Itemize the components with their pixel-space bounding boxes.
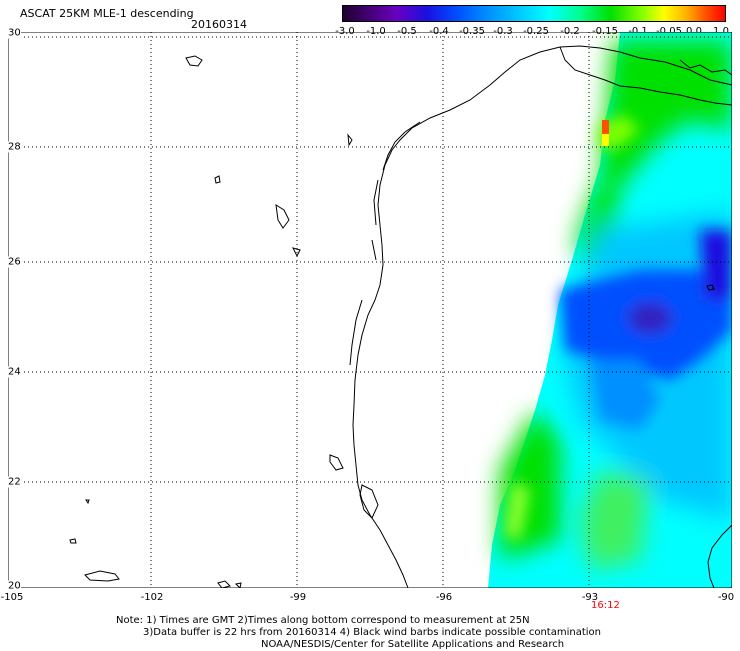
note-line-2: 3)Data buffer is 22 hrs from 20160314 4)… — [143, 627, 601, 638]
map-panel — [8, 32, 732, 588]
dark-blue-center — [628, 302, 672, 334]
green-south — [580, 470, 650, 570]
map-date: 20160314 — [191, 18, 247, 31]
island-2 — [214, 175, 221, 184]
lat-label: 20 — [8, 580, 21, 592]
lon-label: -102 — [140, 592, 164, 603]
island-11 — [217, 580, 231, 588]
orange-pixel — [602, 120, 609, 134]
graticule — [8, 32, 732, 588]
lon-label: -93 — [581, 592, 599, 603]
lon-label: -96 — [435, 592, 453, 603]
map-title: ASCAT 25KM MLE-1 descending — [20, 7, 194, 20]
island-10 — [84, 570, 120, 582]
note-line-1: Note: 1) Times are GMT 2)Times along bot… — [116, 615, 530, 626]
wind-swath — [488, 32, 732, 588]
island-12 — [234, 582, 242, 588]
lat-label: 24 — [8, 366, 21, 378]
island-5 — [347, 133, 353, 147]
barrier-islands — [349, 121, 421, 366]
east-bay — [679, 59, 732, 76]
blue-tongue — [590, 360, 660, 430]
note-line-3: NOAA/NESDIS/Center for Satellite Applica… — [261, 639, 565, 650]
gulf-coastline — [352, 45, 732, 588]
island-1 — [185, 55, 203, 67]
green-north — [600, 40, 732, 200]
colorbar — [342, 5, 726, 22]
yellow-pixel — [602, 134, 609, 146]
lat-label: 30 — [8, 27, 21, 39]
island-4 — [292, 247, 301, 258]
island-13 — [706, 284, 715, 291]
yucatan-coast — [707, 524, 732, 588]
pass-time-label: 16:12 — [591, 600, 620, 611]
coastline — [69, 45, 732, 588]
island-8 — [85, 499, 90, 505]
green-southwest — [500, 410, 560, 560]
lat-label: 22 — [8, 476, 21, 488]
lat-label: 26 — [8, 256, 21, 268]
island-9 — [69, 538, 77, 544]
lon-label: -105 — [0, 592, 24, 603]
lon-label: -99 — [289, 592, 307, 603]
island-6 — [329, 454, 344, 471]
coast-inlets — [559, 46, 732, 106]
lon-label: -90 — [717, 592, 735, 603]
lat-label: 28 — [8, 141, 21, 153]
yellow-patch — [505, 480, 530, 540]
island-7 — [359, 484, 379, 519]
island-3 — [275, 204, 290, 229]
blue-east — [700, 230, 732, 300]
